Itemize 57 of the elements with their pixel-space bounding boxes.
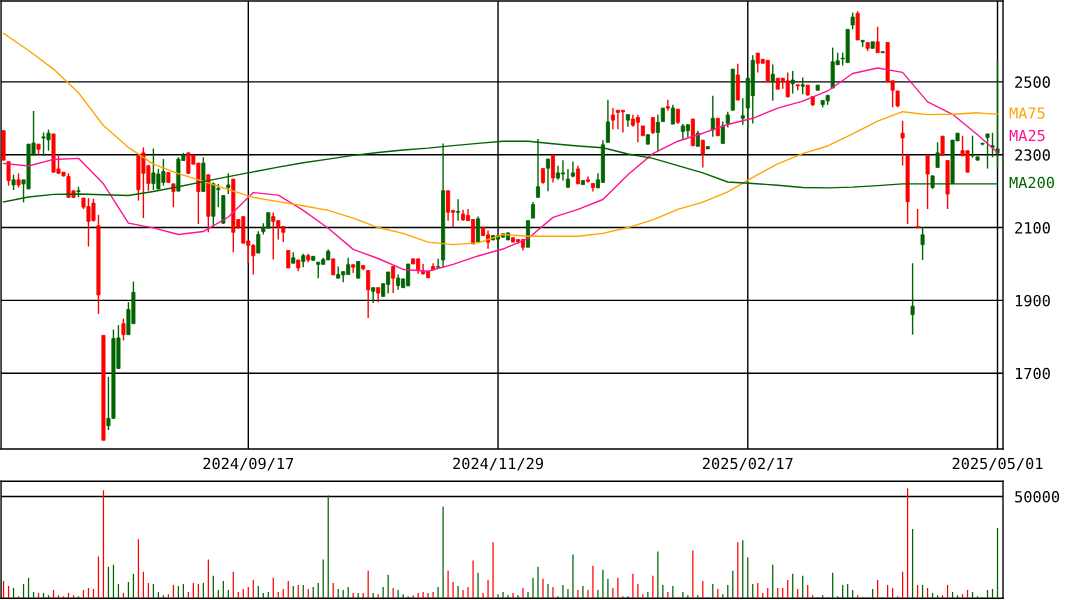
x-tick-label: 2024/11/29 (453, 457, 543, 471)
candlestick (436, 258, 441, 268)
candlestick (710, 95, 715, 138)
candlestick (570, 160, 575, 178)
series-label: MA75 (1009, 107, 1045, 119)
line-series (2, 67, 999, 272)
series-label: MA200 (1009, 176, 1055, 189)
candlestick (985, 133, 990, 170)
series-label: MA25 (1009, 129, 1045, 142)
candlestick (995, 60, 1000, 169)
candlestick (391, 265, 396, 294)
y-tick-label: 2500 (1015, 76, 1050, 88)
candlestick (560, 159, 565, 182)
candlestick (655, 113, 660, 153)
y-tick-label: 1900 (1015, 294, 1050, 307)
candlestick (171, 183, 176, 208)
candlestick (545, 158, 550, 192)
candlestick (910, 262, 915, 336)
candlestick (935, 141, 940, 169)
candlestick (456, 198, 461, 222)
candlestick (875, 26, 880, 54)
candlestick (770, 63, 775, 102)
candlestick (366, 269, 371, 319)
candlestick (940, 135, 945, 157)
candlestick (670, 104, 675, 125)
x-tick-label: 2025/05/01 (952, 457, 1043, 471)
candlestick (920, 226, 925, 261)
candlestick (610, 107, 615, 130)
candlestick (990, 132, 995, 158)
y-tick-label: 1700 (1015, 367, 1050, 380)
line-series (2, 32, 999, 246)
candlestick (121, 317, 126, 342)
candlestick (720, 120, 725, 145)
candlestick (6, 160, 11, 187)
candlestick (446, 190, 451, 222)
candlestick (256, 230, 261, 254)
x-tick-label: 2025/02/17 (702, 457, 793, 471)
candlestick (371, 286, 376, 304)
candlestick (550, 154, 555, 184)
candlestick (740, 97, 745, 126)
candlestick (790, 70, 795, 95)
candlestick (765, 59, 770, 83)
y-tick-label: 2100 (1015, 222, 1050, 234)
candlestick (575, 164, 580, 185)
y-tick-label: 2300 (1015, 149, 1050, 161)
y-tick-label: 50000 (1015, 490, 1060, 503)
candlestick (665, 99, 670, 112)
candlestick (226, 172, 231, 195)
candlestick (915, 208, 920, 229)
candlestick (476, 215, 481, 243)
candlestick (900, 120, 905, 167)
candlestick (970, 135, 975, 159)
candlestick (635, 113, 640, 144)
candlestick (605, 99, 610, 144)
x-tick-label: 2024/09/17 (203, 457, 294, 471)
candlestick (700, 139, 705, 169)
candlestick (925, 154, 930, 210)
